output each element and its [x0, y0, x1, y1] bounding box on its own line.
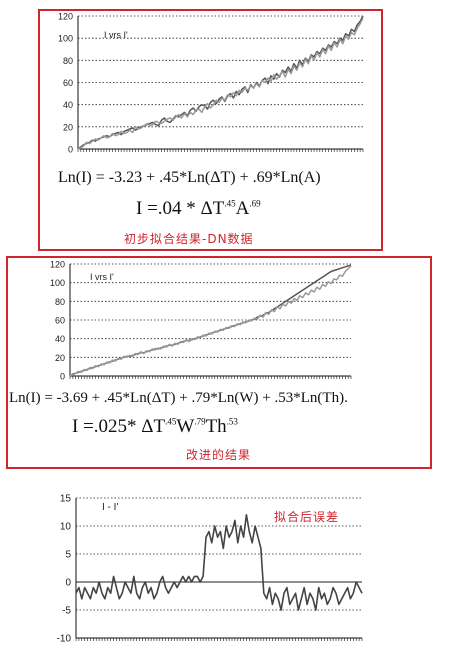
y-tick-label: -10	[57, 634, 72, 645]
legend-text: I vrs I'	[90, 272, 114, 282]
y-tick-label: 60	[63, 78, 73, 88]
y-tick-label: 20	[63, 122, 73, 132]
formula2-part-a: I =.025* ΔT	[72, 416, 166, 437]
y-tick-label: 100	[50, 278, 65, 288]
formula-exp-a: .45	[224, 198, 236, 209]
series-line-2	[77, 17, 364, 150]
y-tick-label: 0	[68, 145, 73, 155]
series-line-1	[75, 513, 363, 611]
legend-text: I - I'	[102, 502, 118, 513]
panel-improved-fit	[6, 256, 432, 469]
formula2-exp-c: .53	[226, 416, 238, 427]
formula2-exp-a: .45	[165, 416, 177, 427]
y-tick-label: 40	[63, 100, 73, 110]
equation-improved-fit: Ln(I) = -3.69 + .45*Ln(ΔT) + .79*Ln(W) +…	[9, 390, 348, 406]
y-tick-label: 20	[55, 353, 65, 363]
y-tick-label: 100	[58, 34, 73, 44]
y-tick-label: 5	[65, 550, 71, 561]
y-tick-label: 15	[60, 494, 72, 505]
formula-part-b: A	[235, 198, 250, 219]
y-tick-label: 60	[55, 316, 65, 326]
chart-improved-fit: 0 20 40 60 80 100 120 I vrs I'	[50, 260, 352, 382]
y-tick-label: 0	[60, 372, 65, 382]
caption-improved-fit: 改进的结果	[186, 448, 252, 462]
chart-fit-error: -10 -5 0 5 10 15 I - I'	[57, 494, 363, 645]
y-tick-label: 120	[50, 260, 65, 270]
series-line-2	[70, 265, 352, 376]
y-tick-label: 120	[58, 12, 73, 22]
formula-initial-fit: I =.04 * ΔT.45A.69	[136, 198, 261, 220]
y-tick-label: 80	[55, 297, 65, 307]
chart-initial-fit: 0 20 40 60 80 100 120 I vrs I'	[58, 12, 364, 155]
y-tick-label: 40	[55, 334, 65, 344]
series-line-1	[77, 15, 364, 150]
caption-fit-error: 拟合后误差	[274, 510, 340, 524]
panel-initial-fit	[38, 9, 383, 251]
y-tick-label: 10	[60, 522, 72, 533]
y-tick-label: 0	[65, 578, 71, 589]
equation-initial-fit: Ln(I) = -3.23 + .45*Ln(ΔT) + .69*Ln(A)	[58, 169, 321, 186]
caption-initial-fit: 初步拟合结果-DN数据	[124, 232, 254, 246]
formula-improved-fit: I =.025* ΔT.45W.79Th.53	[72, 416, 238, 438]
y-tick-label: 80	[63, 56, 73, 66]
formula-exp-b: .69	[249, 198, 261, 209]
legend-text: I vrs I'	[104, 30, 128, 40]
formula2-part-b: W	[176, 416, 195, 437]
formula2-part-c: Th	[205, 416, 227, 437]
y-tick-label: -5	[62, 606, 71, 617]
formula-part-a: I =.04 * ΔT	[136, 198, 225, 219]
formula2-exp-b: .79	[194, 416, 206, 427]
